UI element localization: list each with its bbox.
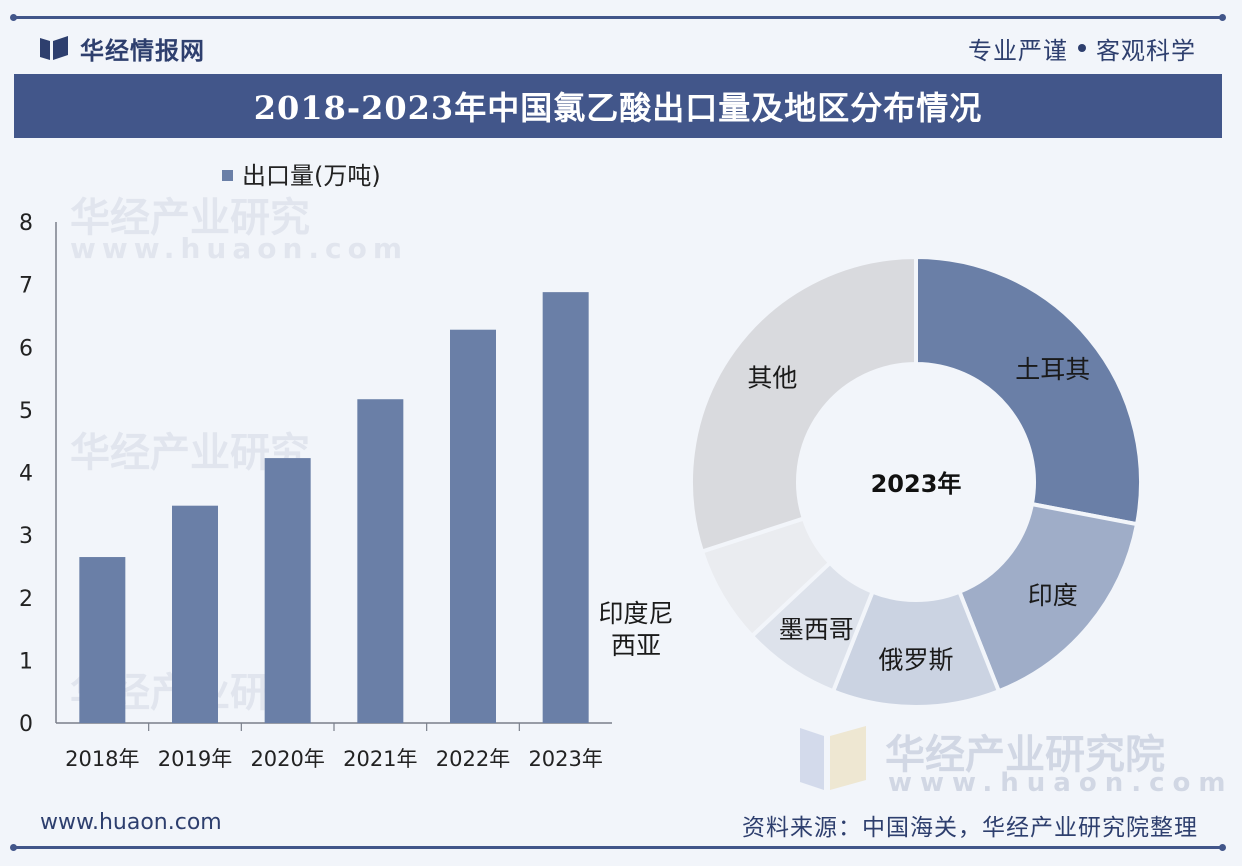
- chart-title: 2018-2023年中国氯乙酸出口量及地区分布情况: [253, 89, 983, 127]
- pie-center-label: 2023年: [871, 470, 962, 498]
- y-tick-label: 1: [19, 649, 33, 674]
- bar: [542, 292, 589, 723]
- bar: [79, 557, 126, 723]
- x-tick-label: 2018年: [65, 747, 139, 771]
- y-tick-label: 5: [19, 399, 33, 424]
- x-tick-label: 2019年: [158, 747, 232, 771]
- pie-slice: [956, 501, 1140, 694]
- bar: [172, 505, 218, 723]
- pie-slice-label: 印度尼西亚: [599, 599, 674, 660]
- title-bar: 2018-2023年中国氯乙酸出口量及地区分布情况: [14, 74, 1222, 138]
- brand: 华经情报网: [40, 30, 205, 66]
- y-tick-label: 7: [19, 274, 33, 299]
- pie-slice-label: 其他: [747, 364, 797, 393]
- legend-swatch: [222, 170, 233, 181]
- slogan: 专业严谨 客观科学: [968, 30, 1196, 66]
- slogan-left: 专业严谨: [968, 36, 1068, 65]
- bar: [264, 458, 311, 723]
- brand-logo-icon: [40, 36, 68, 60]
- slogan-right: 客观科学: [1096, 36, 1196, 65]
- pie-slice: [689, 254, 918, 555]
- x-tick-label: 2023年: [528, 747, 602, 771]
- pie-slice-label: 印度: [1028, 581, 1078, 610]
- top-rule: [10, 14, 1226, 21]
- pie-slice: [914, 254, 1143, 527]
- pie-slice-label: 墨西哥: [779, 615, 854, 644]
- bar: [450, 329, 496, 723]
- footer-url[interactable]: www.huaon.com: [40, 810, 222, 835]
- y-tick-label: 2: [19, 587, 33, 612]
- x-tick-label: 2020年: [250, 747, 324, 771]
- slogan-dot-icon: [1078, 44, 1086, 52]
- pie-slice-label: 土耳其: [1015, 355, 1090, 384]
- brand-name: 华经情报网: [80, 36, 205, 65]
- y-tick-label: 0: [19, 712, 33, 737]
- y-tick-label: 3: [19, 524, 33, 549]
- footer-rule: [10, 844, 1226, 851]
- y-tick-label: 8: [19, 211, 33, 236]
- bar: [357, 399, 404, 723]
- x-tick-label: 2021年: [343, 747, 417, 771]
- y-tick-label: 4: [19, 462, 33, 487]
- footer-source: 资料来源：中国海关，华经产业研究院整理: [742, 815, 1198, 841]
- x-tick-label: 2022年: [436, 747, 510, 771]
- y-tick-label: 6: [19, 336, 33, 361]
- legend-label: 出口量(万吨): [242, 162, 381, 190]
- pie-slice-label: 俄罗斯: [878, 646, 953, 675]
